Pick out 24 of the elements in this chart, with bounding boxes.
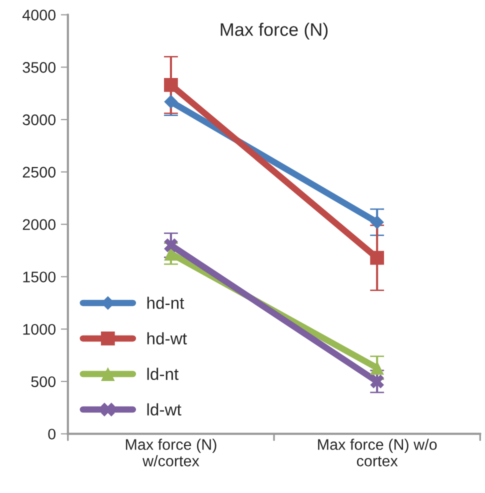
y-tick-label: 4000: [22, 10, 56, 20]
y-tick-label: 1000: [23, 324, 56, 335]
legend-label: ld-wt: [147, 403, 182, 416]
legend-label: hd-wt: [147, 332, 187, 344]
point: [164, 94, 178, 109]
point: [370, 215, 384, 230]
point: [370, 374, 384, 388]
y-tick-label: 500: [31, 376, 56, 388]
point: [164, 78, 178, 92]
y-tick-label: 2000: [22, 219, 56, 230]
legend-label: ld-nt: [147, 368, 179, 380]
y-tick-label: 0: [48, 428, 56, 440]
y-tick-label: 1500: [23, 272, 56, 282]
x-tick-label: Max force (N) w/o cortex: [318, 438, 437, 466]
point: [164, 246, 178, 261]
y-tick-label: 3000: [22, 114, 56, 126]
point: [164, 238, 178, 252]
point: [370, 360, 384, 375]
chart-title: Max force (N): [220, 22, 328, 40]
x-tick-label: Max force (N) w/cortex: [126, 438, 216, 466]
legend-label: hd-nt: [147, 296, 184, 309]
point: [370, 250, 384, 265]
y-tick-label: 3500: [22, 62, 56, 73]
y-tick-label: 2500: [22, 166, 56, 178]
